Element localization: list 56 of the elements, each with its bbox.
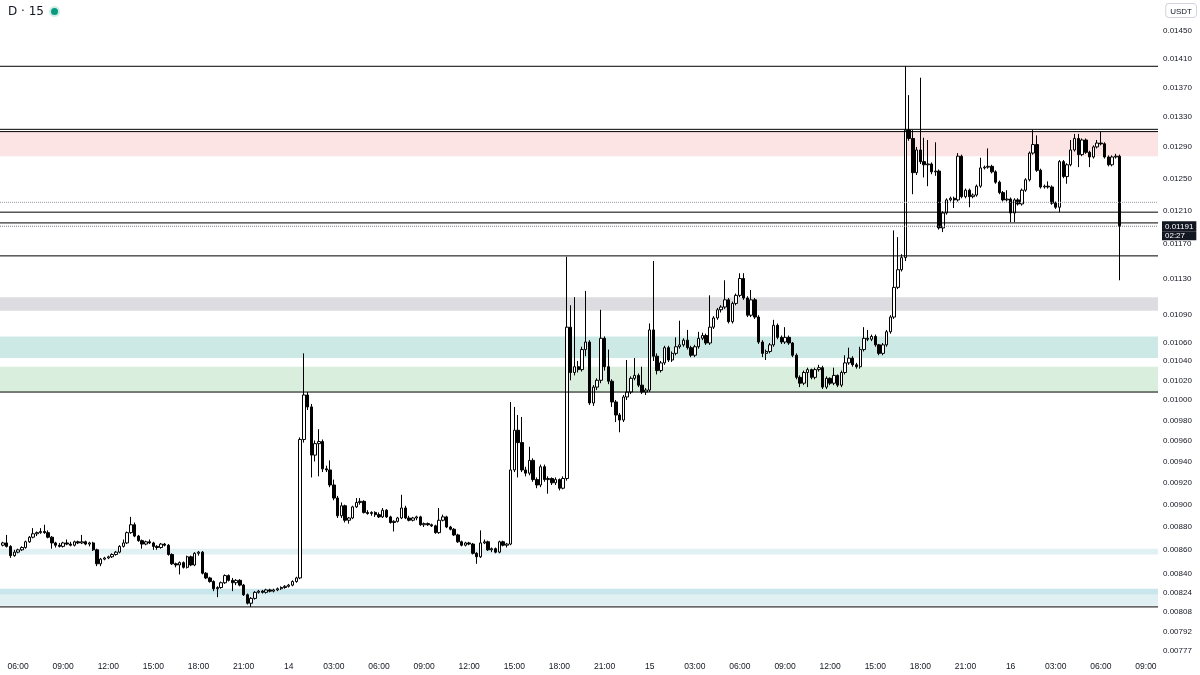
y-tick-label: 0.01250	[1163, 173, 1193, 183]
x-tick-label: 12:00	[819, 661, 842, 672]
y-tick-label: 0.01040	[1163, 356, 1193, 366]
x-tick-label: 06:00	[729, 661, 751, 672]
y-tick-label: 0.00792	[1163, 627, 1193, 637]
x-tick-label: 21:00	[954, 661, 977, 672]
x-tick-label: 03:00	[323, 661, 345, 672]
x-tick-label: 06:00	[7, 661, 29, 672]
x-tick-label: 15:00	[864, 661, 887, 672]
x-tick-label: 15:00	[142, 661, 165, 672]
y-tick-label: 0.00920	[1163, 478, 1193, 488]
x-tick-label: 15	[644, 661, 655, 672]
x-tick-label: 18:00	[548, 661, 571, 672]
x-tick-label: 06:00	[1090, 661, 1112, 672]
y-tick-label: 0.01290	[1163, 142, 1193, 152]
y-tick-label: 0.01020	[1163, 375, 1193, 385]
x-tick-label: 09:00	[413, 661, 435, 672]
x-tick-label: 06:00	[368, 661, 390, 672]
y-tick-label: 0.01000	[1163, 395, 1193, 405]
y-tick-label: 0.00940	[1163, 456, 1193, 466]
x-tick-label: 09:00	[774, 661, 796, 672]
x-tick-label: 15:00	[503, 661, 526, 672]
x-tick-label: 03:00	[684, 661, 706, 672]
y-tick-label: 0.00900	[1163, 500, 1193, 510]
y-tick-label: 0.01330	[1163, 112, 1193, 122]
y-tick-label: 0.00880	[1163, 522, 1193, 532]
text: 02:27	[1165, 230, 1186, 240]
y-tick-label: 0.01450	[1163, 26, 1193, 36]
y-tick-label: 0.00980	[1163, 415, 1193, 425]
y-tick-label: 0.00840	[1163, 568, 1193, 578]
ref-line-label: 0.01191	[1165, 221, 1194, 231]
x-tick-label: 18:00	[909, 661, 932, 672]
x-tick-label: 21:00	[232, 661, 255, 672]
y-tick-label: 0.00777	[1163, 646, 1193, 656]
x-tick-label: 12:00	[458, 661, 481, 672]
y-tick-label: 0.00824	[1163, 587, 1193, 597]
x-tick-label: 21:00	[593, 661, 616, 672]
y-tick-label: 0.00860	[1163, 545, 1193, 555]
x-tick-label: 14	[284, 661, 294, 672]
y-tick-label: 0.01060	[1163, 337, 1193, 347]
y-axis-title: USDT	[1170, 6, 1193, 16]
y-tick-label: 0.01170	[1163, 239, 1192, 249]
x-tick-label: 12:00	[97, 661, 120, 672]
x-tick-label: 09:00	[52, 661, 75, 672]
x-tick-label: 03:00	[1045, 661, 1067, 672]
x-tick-label: 09:00	[1135, 661, 1157, 672]
x-tick-label: 16	[1005, 661, 1016, 672]
y-tick-label: 0.01370	[1163, 82, 1193, 92]
y-tick-label: 0.01410	[1163, 54, 1193, 63]
y-tick-label: 0.01130	[1163, 274, 1192, 283]
y-tick-label: 0.00808	[1163, 607, 1193, 617]
y-tick-label: 0.00960	[1163, 436, 1193, 446]
x-tick-label: 18:00	[187, 661, 210, 672]
y-tick-label: 0.01210	[1163, 206, 1193, 216]
chart-title: D · 15	[8, 4, 44, 18]
y-tick-label: 0.01090	[1163, 309, 1193, 319]
